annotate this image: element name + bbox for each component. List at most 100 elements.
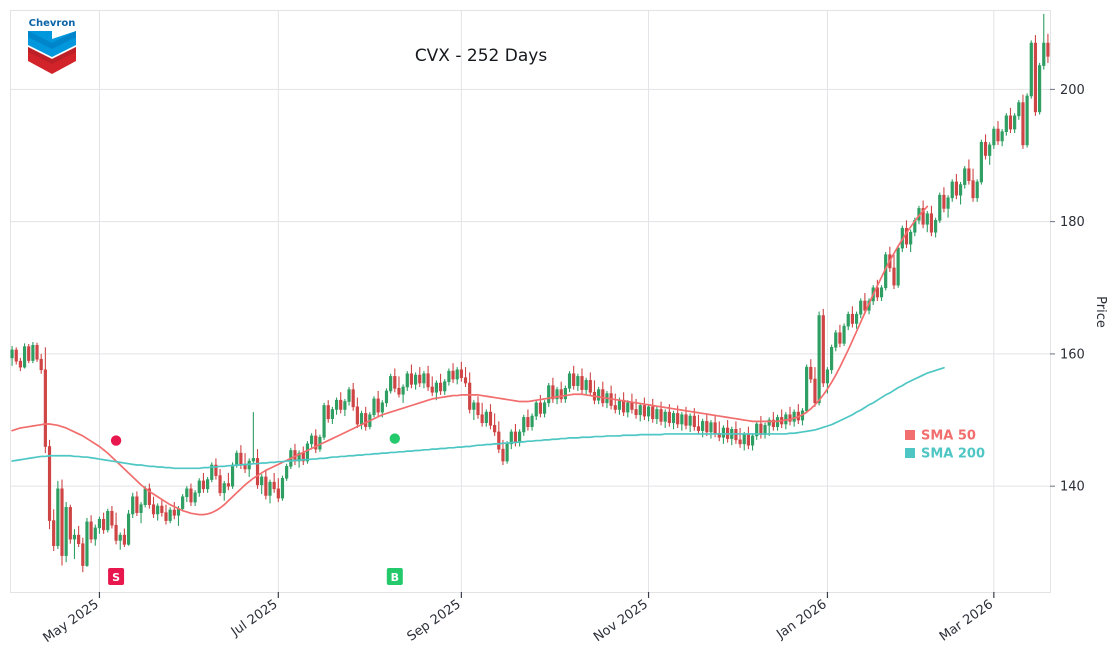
candlestick (958, 181, 963, 205)
candle-body (721, 427, 726, 438)
candlestick (755, 421, 759, 440)
candle-body (314, 435, 318, 450)
candlestick (480, 402, 484, 427)
signal-badge[interactable] (108, 568, 125, 585)
chevron-logo: Chevron (28, 18, 76, 74)
candle-body (505, 443, 509, 462)
candle-body (971, 180, 975, 199)
signal-marker-s[interactable]: S (108, 568, 125, 585)
candle-body (476, 402, 480, 416)
candlestick (351, 383, 355, 411)
candle-body (93, 527, 97, 540)
candlestick (663, 409, 667, 428)
candlestick (139, 502, 143, 524)
candle-body (393, 376, 397, 389)
candle-body (526, 417, 530, 427)
candle-body (347, 389, 351, 402)
candle-body (934, 220, 938, 233)
candlestick (93, 524, 97, 546)
candle-body (667, 411, 671, 423)
candle-body (401, 386, 405, 395)
candlestick (597, 386, 601, 405)
signal-badge[interactable] (386, 568, 403, 585)
candlestick (18, 357, 22, 372)
candle-body (68, 507, 72, 540)
candle-body (135, 496, 139, 513)
candlestick (580, 368, 584, 394)
candlestick (946, 195, 950, 218)
candle-body (555, 389, 559, 400)
candlestick (106, 508, 110, 533)
candlestick (334, 397, 339, 415)
candlestick (405, 371, 409, 391)
candlestick (526, 409, 530, 431)
candlestick (434, 380, 438, 401)
candlestick (463, 367, 468, 387)
candle-body (156, 505, 160, 515)
y-axis-title: Price (1093, 296, 1108, 328)
candle-body (285, 466, 289, 479)
candlestick (588, 372, 592, 397)
plot-area-frame (10, 10, 1051, 593)
candlestick (551, 377, 555, 403)
candle-body (696, 426, 701, 431)
candlestick (750, 433, 755, 451)
candlestick (1013, 113, 1017, 134)
candlestick (488, 404, 493, 430)
candle-body (131, 496, 135, 515)
candlestick (401, 384, 405, 403)
candle-body (160, 505, 164, 513)
candle-body (967, 168, 971, 181)
candle-body (168, 509, 172, 521)
candle-body (792, 411, 796, 422)
candlestick (438, 373, 443, 395)
candle-body (210, 464, 214, 480)
candle-body (1025, 95, 1029, 146)
candlestick (767, 417, 771, 436)
candle-body (451, 370, 455, 380)
candlestick (201, 472, 206, 493)
candle-body (351, 389, 355, 408)
candlestick (285, 463, 289, 481)
candle-body (676, 413, 680, 425)
candle-body (838, 332, 842, 344)
candlestick (422, 371, 426, 389)
candlestick (530, 413, 534, 431)
signal-marker-b[interactable]: B (386, 568, 403, 585)
candlestick (788, 406, 792, 426)
candle-body (10, 349, 14, 359)
candlestick (185, 486, 189, 503)
candle-body (255, 458, 260, 486)
candlestick (809, 359, 813, 384)
candlestick (813, 367, 817, 407)
candlestick (971, 168, 975, 202)
candlestick (251, 412, 255, 464)
candlestick (451, 363, 455, 384)
candlestick (77, 525, 81, 548)
candle-body (863, 300, 867, 311)
candle-body (854, 313, 859, 324)
candlestick (276, 478, 280, 503)
candle-body (688, 415, 692, 426)
candlestick-series (10, 13, 1050, 573)
y-tick-label: 160 (1060, 347, 1085, 362)
candle-body (680, 414, 684, 425)
candle-body (642, 405, 646, 417)
candle-body (534, 402, 538, 417)
candle-body (114, 524, 118, 541)
chevron-logo-wordmark: Chevron (29, 18, 76, 29)
candlestick (967, 159, 971, 185)
candle-body (201, 480, 206, 490)
candle-body (584, 380, 588, 390)
candlestick (384, 388, 389, 407)
candlestick (567, 371, 572, 393)
candle-body (143, 488, 147, 505)
candlestick (838, 324, 842, 348)
candlestick (830, 344, 834, 374)
candlestick (52, 509, 56, 551)
candlestick (1029, 40, 1033, 99)
candle-body (755, 423, 759, 437)
candle-body (879, 287, 884, 298)
candlestick (64, 502, 68, 563)
